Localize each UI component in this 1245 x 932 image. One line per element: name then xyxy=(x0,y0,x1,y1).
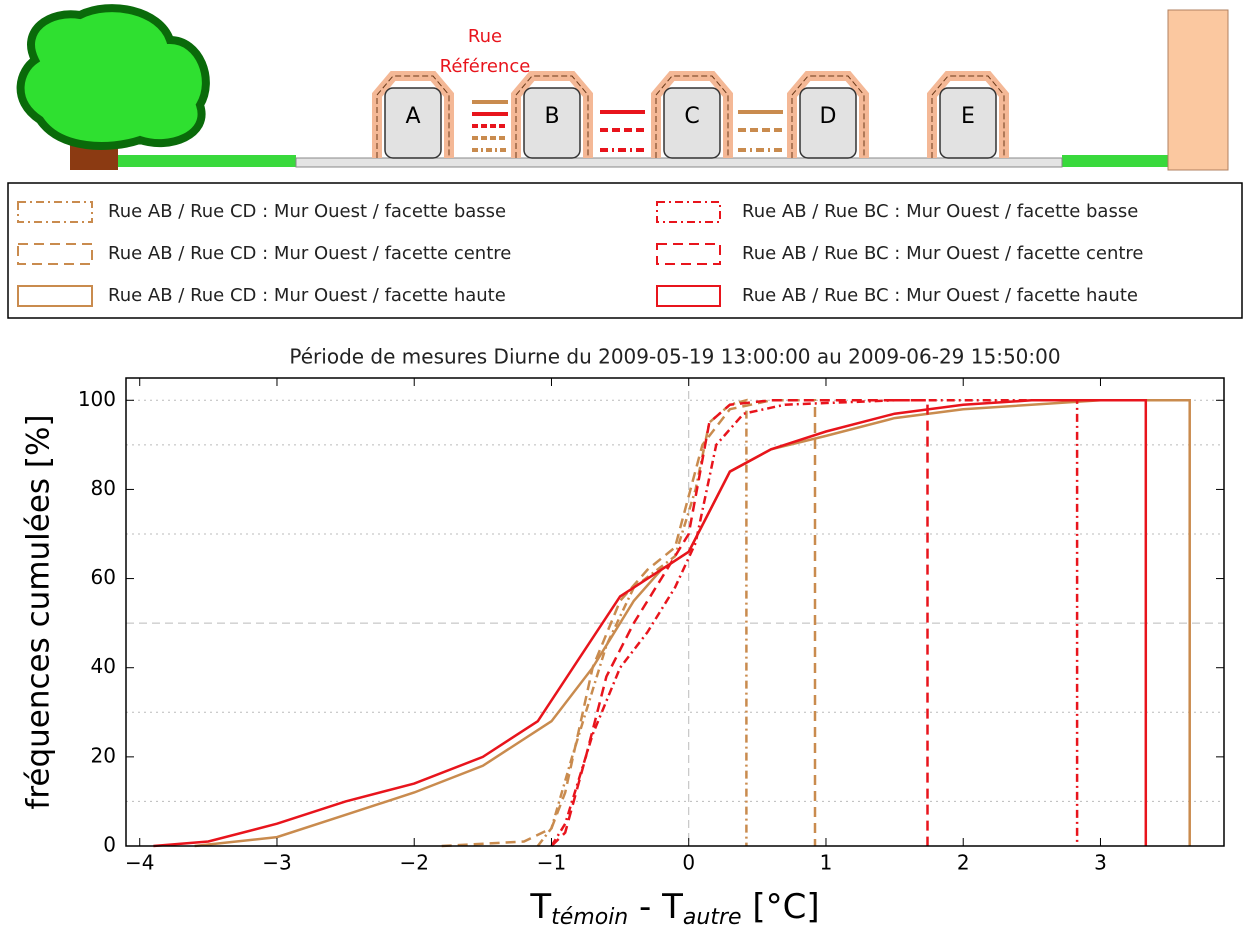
x-tick-label: −4 xyxy=(125,851,154,875)
building xyxy=(384,87,442,159)
building-label: A xyxy=(405,104,420,129)
x-tick-label: 3 xyxy=(1094,851,1107,875)
caption: Référence xyxy=(440,56,531,77)
building-outline xyxy=(655,75,729,158)
y-axis-label: fréquences cumulées [%] xyxy=(21,414,57,809)
y-tick-label: 20 xyxy=(91,743,116,767)
arrows xyxy=(472,100,783,152)
legend-label: Rue AB / Rue CD : Mur Ouest / facette ha… xyxy=(108,285,506,306)
legend-label: Rue AB / Rue BC : Mur Ouest / facette ce… xyxy=(742,243,1144,264)
tree-foliage xyxy=(16,4,210,150)
legend xyxy=(7,182,1243,319)
series-line xyxy=(550,399,929,847)
legend-swatch xyxy=(656,285,721,307)
x-label-part: autre xyxy=(683,905,742,928)
plot-frame xyxy=(125,377,1225,847)
legend-label: Rue AB / Rue CD : Mur Ouest / facette ce… xyxy=(108,243,511,264)
y-tick-label: 60 xyxy=(91,565,116,589)
series-line xyxy=(536,398,748,847)
x-label-part: T xyxy=(529,887,551,927)
x-tick-label: 1 xyxy=(820,851,833,875)
legend-entries: Rue AB / Rue CD : Mur Ouest / facette ba… xyxy=(17,201,1144,307)
x-label-part: témoin xyxy=(551,905,628,928)
legend-label: Rue AB / Rue BC : Mur Ouest / facette ba… xyxy=(742,201,1138,222)
y-tick-label: 40 xyxy=(91,654,116,678)
x-tick-label: −3 xyxy=(262,851,291,875)
legend-label: Rue AB / Rue BC : Mur Ouest / facette ha… xyxy=(742,285,1138,306)
series-line xyxy=(441,399,817,848)
series-line xyxy=(153,399,1148,848)
grass xyxy=(1062,155,1168,167)
x-label-part: - T xyxy=(628,887,683,927)
x-tick-label: 2 xyxy=(957,851,970,875)
x-tick-label: 0 xyxy=(682,851,695,875)
legend-label: Rue AB / Rue CD : Mur Ouest / facette ba… xyxy=(108,201,506,222)
building-outline xyxy=(791,75,865,158)
x-axis-label: Ttémoin - Tautre [°C] xyxy=(529,887,819,929)
building-label: C xyxy=(684,104,699,129)
plot: 0 20 40 60 80 100 −4 −3 −2 −1 0 1 2 3 xyxy=(78,377,1225,875)
road xyxy=(295,157,1063,168)
chart-title: Période de mesures Diurne du 2009-05-19 … xyxy=(289,345,1060,369)
building-outline xyxy=(515,75,589,158)
building-label: B xyxy=(544,104,559,129)
building xyxy=(523,87,581,159)
legend-swatch xyxy=(17,201,93,223)
legend-swatch xyxy=(656,243,721,265)
wall xyxy=(1167,9,1229,171)
building xyxy=(799,87,857,159)
x-label-part: [°C] xyxy=(742,887,820,927)
building-outline xyxy=(931,75,1005,158)
illustration: A B C D E Rue Référence xyxy=(16,4,1229,171)
building-label: E xyxy=(961,104,975,129)
building xyxy=(939,87,997,159)
buildings: A B C D E xyxy=(372,71,1009,159)
legend-swatch xyxy=(17,243,93,265)
building xyxy=(663,87,721,159)
y-tick-label: 80 xyxy=(91,476,116,500)
x-tick-label: −1 xyxy=(537,851,566,875)
legend-swatch xyxy=(17,285,93,307)
y-tick-label: 0 xyxy=(103,833,116,857)
caption: Rue xyxy=(468,26,502,47)
series-line xyxy=(550,399,1079,847)
building-outline xyxy=(376,75,450,158)
building-label: D xyxy=(820,104,837,129)
legend-swatch xyxy=(656,201,721,223)
y-tick-label: 100 xyxy=(78,387,116,411)
x-tick-label: −2 xyxy=(399,851,428,875)
grass xyxy=(118,155,296,167)
